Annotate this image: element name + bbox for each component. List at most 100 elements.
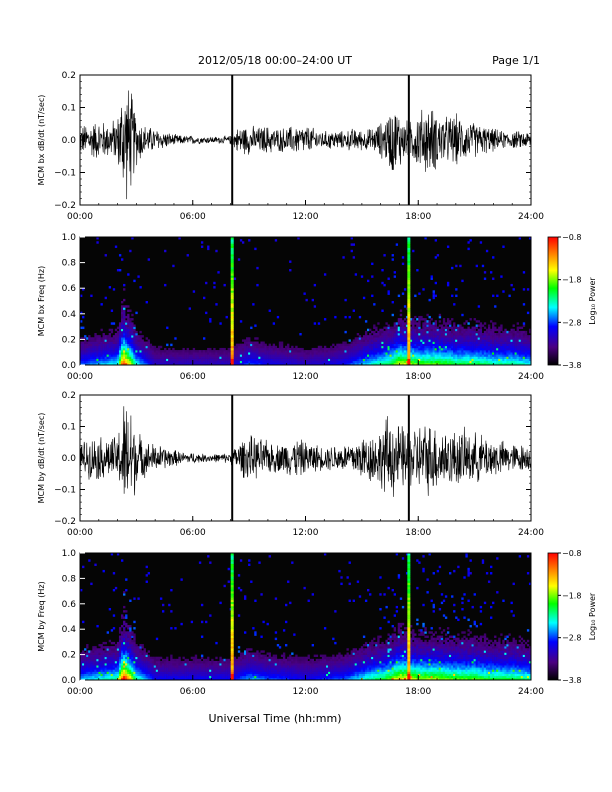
spectrogram-cell: [451, 354, 454, 357]
spectrogram-cell: [217, 356, 220, 359]
spectrogram-cell: [118, 656, 122, 660]
spectrogram-cell: [412, 354, 415, 357]
spectrogram-cell: [469, 339, 472, 342]
spectrogram-cell: [174, 667, 177, 670]
spectrogram-cell: [123, 337, 126, 340]
spectrogram-cell: [196, 669, 200, 672]
spectrogram-cell: [391, 333, 394, 336]
spectrogram-cell: [395, 352, 399, 355]
spectrogram-cell: [127, 354, 130, 357]
spectrogram-cell: [403, 341, 407, 344]
spectrogram-cell: [100, 671, 103, 674]
spectrogram-cell: [520, 347, 524, 351]
spectrogram-cell: [108, 347, 112, 351]
spectrogram-cell: [114, 644, 118, 647]
y-tick-label: 0.2: [62, 335, 76, 345]
spectrogram-cell: [332, 347, 335, 351]
spectrogram-cell: [143, 358, 146, 362]
spectrogram-cell: [467, 352, 470, 355]
spectrogram-cell: [129, 635, 132, 638]
spectrogram-cell: [354, 358, 358, 362]
spectrogram-cell: [522, 337, 526, 340]
spectrogram-cell: [131, 671, 134, 674]
spectrogram-cell: [387, 326, 390, 330]
spectrogram-cell: [272, 347, 276, 351]
spectrogram-cell: [492, 350, 495, 353]
spectrogram-cell: [274, 350, 278, 353]
spectrogram-cell: [440, 328, 444, 332]
spectrogram-cell: [143, 648, 146, 651]
spectrogram-cell: [502, 339, 505, 342]
spectrogram-cell: [268, 309, 271, 312]
spectrogram-cell: [424, 322, 427, 325]
spectrogram-cell: [200, 245, 204, 248]
spectrogram-cell: [321, 352, 325, 355]
spectrogram-cell: [344, 330, 347, 334]
spectrogram-cell: [133, 644, 136, 647]
spectrogram-cell: [401, 358, 405, 362]
spectrogram-cell: [133, 654, 136, 658]
spectrogram-cell: [373, 354, 376, 357]
spectrogram-cell: [86, 677, 89, 681]
spectrogram-cell: [490, 339, 493, 342]
spectrogram-cell: [133, 354, 136, 357]
spectrogram-cell: [153, 669, 157, 672]
spectrogram-cell: [266, 663, 269, 666]
spectrogram-cell: [383, 337, 386, 340]
spectrogram-cell: [127, 335, 130, 338]
spectrogram-cell: [280, 669, 284, 672]
spectrogram-cell: [196, 660, 200, 664]
spectrogram-cell: [170, 673, 173, 677]
spectrogram-cell: [428, 345, 431, 349]
spectrogram-cell: [453, 326, 456, 330]
spectrogram-cell: [418, 362, 421, 366]
spectrogram-cell: [449, 343, 452, 347]
spectrogram-cell: [151, 667, 155, 670]
spectrogram-cell: [356, 341, 360, 344]
spectrogram-cell: [121, 318, 124, 321]
event-marker-column: [407, 313, 411, 317]
spectrogram-cell: [512, 337, 515, 340]
spectrogram-cell: [129, 352, 132, 355]
spectrogram-cell: [98, 341, 101, 344]
spectrogram-cell: [498, 358, 501, 362]
spectrogram-cell: [498, 337, 501, 340]
spectrogram-cell: [289, 362, 292, 366]
spectrogram-cell: [135, 660, 138, 664]
spectrogram-cell: [422, 360, 425, 364]
spectrogram-cell: [139, 671, 142, 674]
spectrogram-cell: [442, 358, 446, 362]
spectrogram-cell: [121, 624, 124, 628]
spectrogram-cell: [280, 356, 284, 359]
spectrogram-cell: [485, 341, 489, 344]
event-marker-column: [230, 337, 234, 340]
spectrogram-cell: [106, 648, 109, 651]
spectrogram-cell: [116, 652, 120, 655]
spectrogram-cell: [274, 356, 278, 359]
spectrogram-cell: [514, 343, 517, 347]
spectrogram-cell: [356, 337, 360, 340]
spectrogram-cell: [274, 239, 278, 242]
spectrogram-cell: [248, 660, 251, 664]
spectrogram-cell: [123, 288, 126, 291]
spectrogram-cell: [330, 354, 333, 357]
spectrogram-cell: [401, 339, 405, 342]
spectrogram-cell: [467, 347, 470, 351]
spectrogram-cell: [483, 333, 487, 336]
spectrogram-cell: [287, 362, 290, 366]
spectrogram-cell: [342, 360, 345, 364]
spectrogram-cell: [518, 352, 522, 355]
spectrogram-cell: [180, 667, 183, 670]
spectrogram-cell: [516, 333, 519, 336]
spectrogram-cell: [155, 677, 159, 681]
spectrogram-cell: [176, 356, 179, 359]
spectrogram-cell: [145, 675, 148, 679]
spectrogram-cell: [118, 356, 122, 359]
spectrogram-cell: [313, 283, 317, 287]
spectrogram-cell: [385, 343, 388, 347]
spectrogram-cell: [215, 671, 218, 674]
spectrogram-cell: [528, 352, 532, 355]
spectrogram-cell: [192, 663, 196, 666]
spectrogram-cell: [496, 356, 499, 359]
spectrogram-cell: [270, 658, 273, 662]
